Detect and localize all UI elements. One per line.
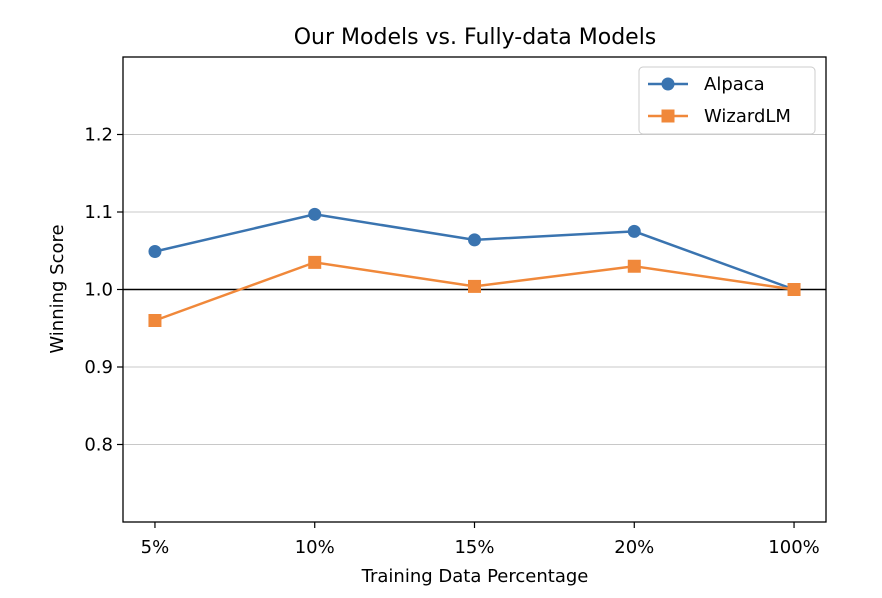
legend: Alpaca WizardLM	[638, 66, 816, 135]
series-line	[154, 213, 795, 291]
x-tick-label: 5%	[141, 537, 170, 558]
series-wizardlm	[148, 255, 801, 327]
data-point-circle	[148, 245, 162, 259]
chart-title: Our Models vs. Fully-data Models	[294, 25, 657, 50]
data-point-square	[627, 259, 641, 273]
data-point-square	[787, 283, 801, 296]
data-point-circle	[627, 224, 641, 238]
y-tick-label: 0.9	[84, 357, 113, 378]
y-tick-label: 0.8	[84, 435, 113, 456]
y-tick-label: 1.1	[84, 202, 113, 223]
y-tick-label: 1.2	[84, 125, 113, 146]
x-tick-label: 15%	[454, 537, 494, 558]
x-tick-label: 100%	[768, 537, 819, 558]
data-point-square	[308, 255, 322, 269]
data-point-square	[148, 314, 162, 327]
data-point-circle	[661, 77, 675, 91]
data-point-square	[661, 109, 675, 123]
y-axis-label: Winning Score	[47, 224, 68, 353]
data-point-circle	[308, 207, 322, 221]
legend-item: Alpaca	[648, 74, 765, 95]
legend-label: WizardLM	[704, 106, 791, 127]
legend-item: WizardLM	[648, 106, 791, 127]
x-axis-label: Training Data Percentage	[361, 566, 589, 587]
legend-label: Alpaca	[704, 74, 765, 95]
y-tick-label: 1.0	[84, 280, 113, 301]
x-tick-label: 10%	[295, 537, 335, 558]
data-point-circle	[468, 233, 481, 247]
x-tick-label: 20%	[614, 537, 654, 558]
data-point-square	[468, 279, 481, 293]
